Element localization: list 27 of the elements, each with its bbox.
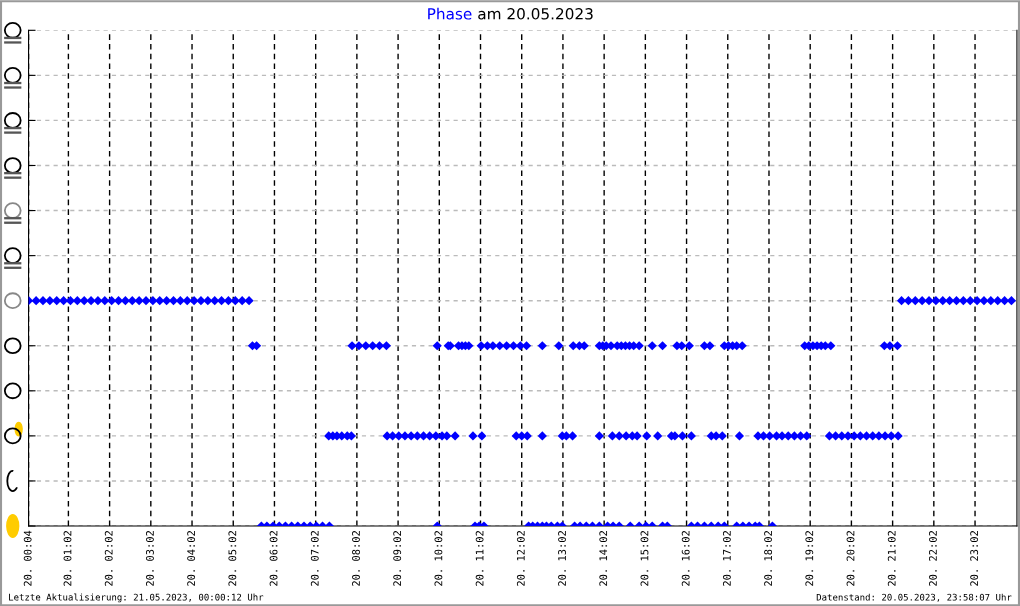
chart-title: Phase am 20.05.2023: [428, 7, 593, 20]
x-tick-label: 20. 19:02: [805, 531, 814, 586]
x-tick-label: 20. 21:02: [887, 531, 896, 586]
x-tick-label: 20. 04:02: [187, 531, 196, 586]
x-tick-label: 20. 22:02: [929, 531, 937, 586]
x-tick-label: 20. 13:02: [558, 531, 566, 586]
x-tick-label: 20. 01:02: [63, 531, 72, 586]
x-tick-label: 20. 02:02: [104, 531, 113, 586]
x-tick-label: 20. 17:02: [722, 531, 731, 586]
x-tick-label: 20. 15:02: [640, 531, 649, 586]
x-tick-label: 20. 08:02: [352, 531, 360, 586]
x-tick-label: 20. 20:02: [846, 531, 855, 586]
x-tick-label: 20. 10:02: [434, 531, 443, 586]
x-tick-label: 20. 00:04: [23, 530, 32, 586]
x-tick-label: 20. 14:02: [599, 531, 608, 586]
x-tick-label: 20. 12:02: [516, 531, 525, 586]
x-tick-label: 20. 09:02: [393, 531, 402, 586]
x-tick-label: 20. 11:02: [475, 531, 484, 586]
text: Letzte Aktualisierung: 21.05.2023, 00:00:12 Uhr: [9, 593, 264, 603]
x-tick-label: 20. 03:02: [145, 531, 154, 586]
x-tick-label: 20. 23:02: [970, 531, 979, 586]
x-tick-label: 20. 18:02: [764, 531, 773, 586]
x-tick-label: 20. 06:02: [269, 531, 278, 586]
x-tick-label: 20. 05:02: [228, 531, 237, 586]
x-tick-label: 20. 16:02: [681, 531, 690, 586]
x-tick-label: 20. 07:02: [310, 531, 319, 586]
text: Datenstand: 20.05.2023, 23:58:07 Uhr: [816, 593, 1012, 602]
